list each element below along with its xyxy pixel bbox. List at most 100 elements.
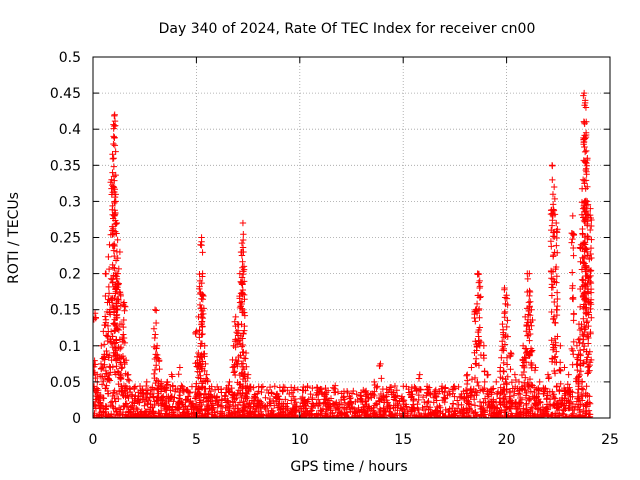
cluster-point [132,410,139,418]
cluster-point [576,339,583,346]
cluster-point [113,230,120,237]
cluster-point [214,401,221,408]
cluster-point [112,221,119,228]
cluster-point [235,337,243,344]
baseline-point [424,399,431,406]
cluster-point [118,383,125,390]
cluster-point [579,360,587,367]
cluster-point [153,362,160,369]
cluster-point [580,254,587,262]
cluster-point [501,286,508,293]
cluster-point [221,395,229,402]
cluster-point [476,387,484,394]
cluster-point [584,235,591,243]
cluster-point [239,258,246,265]
data-point [553,219,560,227]
cluster-point [583,207,590,215]
cluster-point [585,363,592,370]
baseline-point [232,402,239,410]
cluster-point [193,380,200,387]
baseline-point [458,412,466,418]
baseline-point [409,401,417,408]
cluster-point [424,389,431,397]
data-point [189,400,196,407]
cluster-point [557,380,564,388]
baseline-point [445,409,453,416]
cluster-point [111,122,118,130]
cluster-point [378,375,385,382]
cluster-point [425,398,432,405]
cluster-point [195,392,202,400]
cluster-point [111,252,118,260]
cluster-point [196,368,203,376]
cluster-point [548,308,555,316]
baseline-point [360,386,367,394]
y-tick-label: 0.25 [50,231,81,247]
cluster-point [500,359,507,367]
cluster-point [503,354,511,361]
cluster-point [231,396,238,403]
baseline-point [318,408,326,415]
cluster-point [553,306,560,313]
cluster-point [139,396,146,403]
cluster-point [268,407,275,414]
baseline-point [152,414,159,418]
baseline-point [309,394,316,402]
cluster-point [241,370,249,378]
cluster-point [557,367,564,375]
baseline-point [324,406,331,413]
baseline-point [380,404,387,412]
x-axis-label: GPS time / hours [290,459,407,475]
cluster-point [123,384,131,392]
cluster-point [425,405,432,413]
baseline-point [329,384,337,391]
data-point [199,270,206,277]
baseline-point [268,414,276,418]
cluster-point [236,381,244,388]
baseline-point [475,382,482,390]
cluster-point [134,397,141,404]
data-point [532,364,539,371]
baseline-point [586,400,594,407]
data-point [584,198,591,205]
cluster-point [521,354,528,361]
data-point [106,241,113,248]
cluster-point [159,397,166,404]
cluster-point [540,408,547,415]
cluster-point [584,354,591,361]
cluster-point [449,386,457,393]
cluster-point [521,364,528,372]
baseline-point [142,410,150,418]
cluster-point [565,387,572,395]
cluster-point [579,225,586,233]
cluster-point [200,292,207,300]
baseline-point [207,387,215,395]
baseline-point [546,388,554,395]
cluster-point [508,379,516,386]
data-point [184,393,192,400]
cluster-point [473,360,480,368]
cluster-point [569,269,576,276]
data-point [112,198,119,205]
baseline-point [471,402,479,409]
cluster-point [583,317,591,325]
data-point [292,403,299,411]
data-point [383,385,390,393]
cluster-point [476,294,484,301]
cluster-point [399,406,406,414]
cluster-point [143,382,150,390]
cluster-point [566,391,573,398]
cluster-point [153,345,160,352]
cluster-point [244,382,251,390]
cluster-point [158,385,165,392]
baseline-point [166,413,173,418]
data-point [114,270,122,277]
baseline-point [114,412,122,418]
cluster-point [549,162,556,170]
cluster-point [492,398,500,406]
baseline-point [566,384,573,391]
cluster-point [114,306,121,314]
cluster-point [112,171,119,179]
cluster-point [468,376,476,383]
cluster-point [148,390,156,398]
